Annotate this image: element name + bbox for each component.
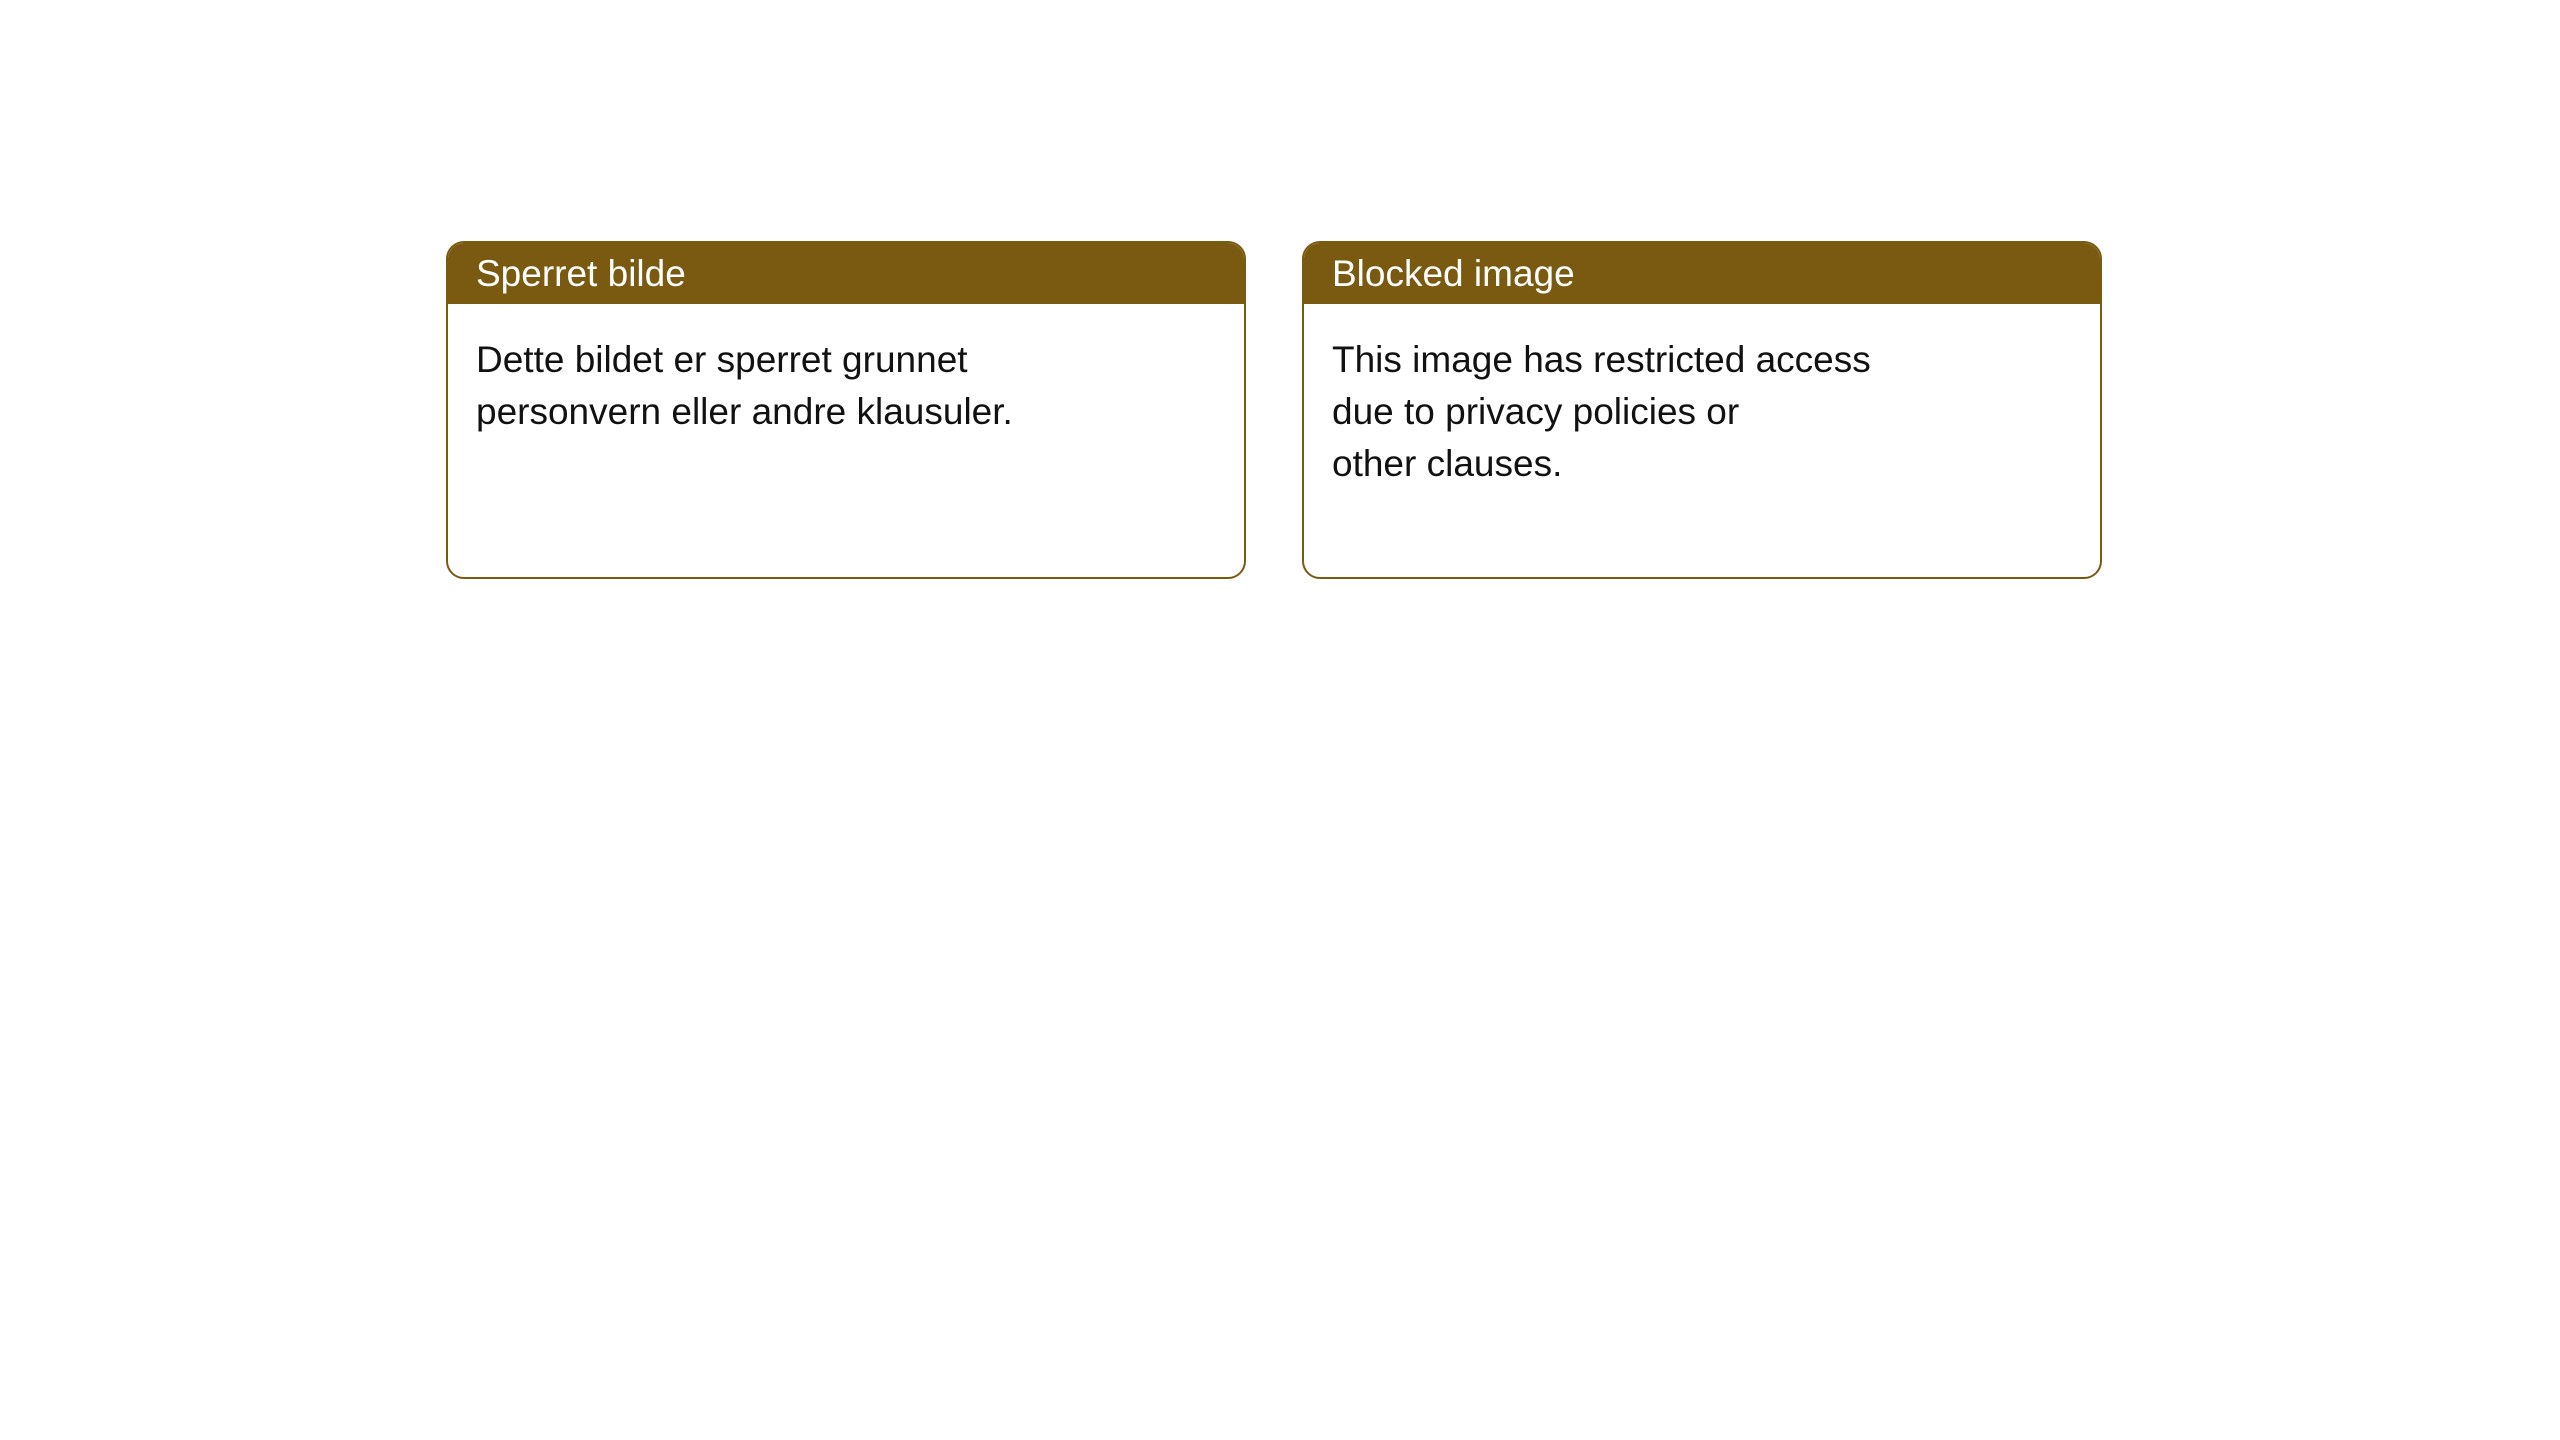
notice-card-header-no: Sperret bilde [448,243,1244,304]
notice-cards-container: Sperret bilde Dette bildet er sperret gr… [446,241,2102,579]
notice-card-text-no: Dette bildet er sperret grunnet personve… [476,334,1218,438]
notice-card-en: Blocked image This image has restricted … [1302,241,2102,579]
notice-card-title-en: Blocked image [1332,253,1575,295]
notice-card-header-en: Blocked image [1304,243,2100,304]
notice-card-no: Sperret bilde Dette bildet er sperret gr… [446,241,1246,579]
notice-card-text-en: This image has restricted access due to … [1332,334,2074,489]
notice-card-body-en: This image has restricted access due to … [1304,304,2100,577]
notice-card-body-no: Dette bildet er sperret grunnet personve… [448,304,1244,577]
notice-card-title-no: Sperret bilde [476,253,686,295]
